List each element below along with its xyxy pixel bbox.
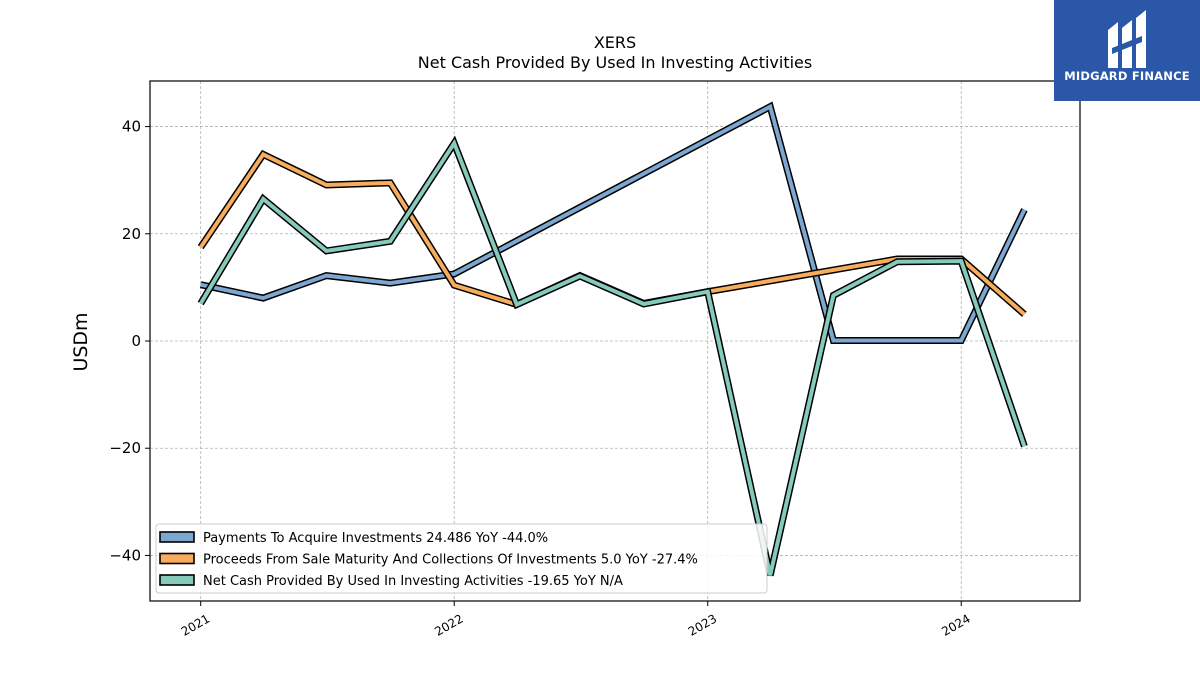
legend-box xyxy=(155,523,768,594)
brand-name: MIDGARD FINANCE xyxy=(1064,69,1190,83)
chart-subtitle: Net Cash Provided By Used In Investing A… xyxy=(418,53,812,72)
y-tick-label: 40 xyxy=(122,118,141,136)
series-line xyxy=(200,103,1027,343)
x-tick-label: 2024 xyxy=(939,611,972,638)
legend-label: Proceeds From Sale Maturity And Collecti… xyxy=(203,553,698,568)
legend-swatch xyxy=(159,574,195,586)
legend-label: Payments To Acquire Investments 24.486 Y… xyxy=(203,531,548,546)
legend-swatch xyxy=(159,531,195,543)
series-line xyxy=(198,138,1027,576)
y-tick-label: −40 xyxy=(109,546,141,564)
series-2 xyxy=(197,135,1028,577)
y-tick-label: −20 xyxy=(109,439,141,457)
chart-title: XERS xyxy=(594,33,636,52)
legend-label: Net Cash Provided By Used In Investing A… xyxy=(203,574,623,589)
x-tick-label: 2022 xyxy=(432,611,465,638)
y-tick-label: 0 xyxy=(131,332,141,350)
y-axis-label: USDm xyxy=(70,312,92,371)
series-layer xyxy=(197,101,1028,577)
x-tick-label: 2021 xyxy=(179,611,212,638)
x-tick-label: 2023 xyxy=(686,611,719,638)
legend: Payments To Acquire Investments 24.486 Y… xyxy=(155,523,768,594)
y-tick-label: 20 xyxy=(122,225,141,243)
brand-logo: MIDGARD FINANCE xyxy=(1054,0,1200,101)
legend-swatch xyxy=(159,552,195,565)
midgard-finance-logo-icon xyxy=(1108,10,1146,68)
series-0 xyxy=(199,101,1028,344)
